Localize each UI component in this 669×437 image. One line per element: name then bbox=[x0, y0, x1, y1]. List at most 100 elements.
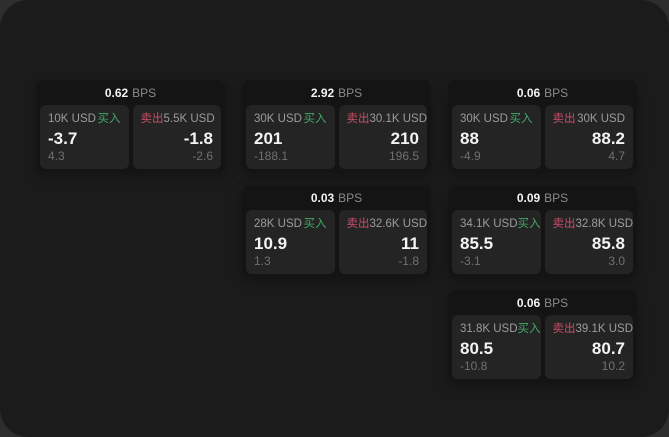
card-header: 0.09 BPS bbox=[448, 185, 637, 210]
buy-panel-top-row: 30K USD 买入 bbox=[254, 112, 327, 126]
card-header: 0.62 BPS bbox=[36, 80, 225, 105]
bps-value: 0.09 bbox=[516, 190, 541, 205]
sell-label: 卖出 bbox=[552, 218, 576, 230]
bps-unit-label: BPS bbox=[544, 295, 569, 310]
card-body: 28K USD 买入 10.9 1.3 卖出 32.6K USD 11 -1.8 bbox=[242, 210, 431, 278]
quote-card-grid: 0.62 BPS 10K USD 买入 -3.7 4.3 卖出 5.5K USD… bbox=[36, 80, 637, 381]
sell-panel[interactable]: 卖出 32.6K USD 11 -1.8 bbox=[338, 210, 428, 274]
card-body: 31.8K USD 买入 80.5 -10.8 卖出 39.1K USD 80.… bbox=[448, 315, 637, 383]
sell-size: 5.5K USD bbox=[163, 113, 215, 125]
bps-unit-label: BPS bbox=[338, 85, 363, 100]
sell-delta: -1.8 bbox=[398, 254, 419, 268]
quote-card: 0.09 BPS 34.1K USD 买入 85.5 -3.1 卖出 32.8K… bbox=[448, 185, 637, 276]
card-header: 0.06 BPS bbox=[448, 80, 637, 105]
sell-size: 30.1K USD bbox=[369, 113, 428, 125]
buy-panel[interactable]: 30K USD 买入 88 -4.9 bbox=[452, 105, 541, 169]
buy-label: 买入 bbox=[509, 113, 533, 125]
bps-value: 0.03 bbox=[310, 190, 335, 205]
buy-delta: -4.9 bbox=[460, 149, 481, 163]
bps-unit-label: BPS bbox=[132, 85, 157, 100]
sell-price: 11 bbox=[401, 234, 419, 253]
sell-panel-top-row: 卖出 39.1K USD bbox=[552, 322, 634, 336]
sell-panel[interactable]: 卖出 32.8K USD 85.8 3.0 bbox=[544, 210, 634, 274]
bps-value: 0.06 bbox=[516, 295, 541, 310]
sell-size: 32.8K USD bbox=[575, 218, 634, 230]
sell-price: -1.8 bbox=[183, 129, 213, 148]
quote-card: 0.03 BPS 28K USD 买入 10.9 1.3 卖出 32.6K US… bbox=[242, 185, 431, 276]
buy-size: 34.1K USD bbox=[460, 218, 518, 230]
sell-price: 85.8 bbox=[591, 234, 625, 253]
sell-size: 30K USD bbox=[577, 113, 625, 125]
buy-delta: -3.1 bbox=[460, 254, 481, 268]
quote-card: 0.06 BPS 31.8K USD 买入 80.5 -10.8 卖出 39.1… bbox=[448, 290, 637, 381]
sell-label: 卖出 bbox=[346, 218, 370, 230]
card-header: 2.92 BPS bbox=[242, 80, 431, 105]
sell-panel[interactable]: 卖出 39.1K USD 80.7 10.2 bbox=[544, 315, 634, 379]
buy-size: 31.8K USD bbox=[460, 323, 518, 335]
sell-panel[interactable]: 卖出 30K USD 88.2 4.7 bbox=[544, 105, 633, 169]
buy-price: 80.5 bbox=[460, 339, 494, 358]
sell-panel-top-row: 卖出 30K USD bbox=[553, 112, 626, 126]
buy-label: 买入 bbox=[517, 218, 541, 230]
bps-value: 0.06 bbox=[516, 85, 541, 100]
quote-card: 0.06 BPS 30K USD 买入 88 -4.9 卖出 30K USD 8… bbox=[448, 80, 637, 171]
sell-price: 88.2 bbox=[591, 129, 625, 148]
buy-panel-top-row: 31.8K USD 买入 bbox=[460, 322, 541, 336]
sell-price: 210 bbox=[390, 129, 419, 148]
sell-delta: 10.2 bbox=[601, 359, 625, 373]
buy-panel[interactable]: 28K USD 买入 10.9 1.3 bbox=[246, 210, 335, 274]
sell-delta: 4.7 bbox=[608, 149, 625, 163]
sell-panel-top-row: 卖出 32.6K USD bbox=[346, 217, 428, 231]
sell-size: 39.1K USD bbox=[575, 323, 634, 335]
buy-size: 28K USD bbox=[254, 218, 302, 230]
card-header: 0.03 BPS bbox=[242, 185, 431, 210]
card-header: 0.06 BPS bbox=[448, 290, 637, 315]
buy-size: 10K USD bbox=[48, 113, 96, 125]
buy-label: 买入 bbox=[517, 323, 541, 335]
buy-label: 买入 bbox=[303, 218, 327, 230]
buy-panel[interactable]: 31.8K USD 买入 80.5 -10.8 bbox=[452, 315, 541, 379]
card-body: 30K USD 买入 201 -188.1 卖出 30.1K USD 210 1… bbox=[242, 105, 431, 173]
bps-value: 2.92 bbox=[310, 85, 335, 100]
sell-delta: 196.5 bbox=[388, 149, 419, 163]
sell-panel[interactable]: 卖出 30.1K USD 210 196.5 bbox=[338, 105, 428, 169]
buy-label: 买入 bbox=[97, 113, 121, 125]
buy-price: -3.7 bbox=[48, 129, 78, 148]
bps-unit-label: BPS bbox=[544, 85, 569, 100]
buy-panel-top-row: 34.1K USD 买入 bbox=[460, 217, 541, 231]
sell-label: 卖出 bbox=[140, 113, 164, 125]
buy-size: 30K USD bbox=[254, 113, 302, 125]
sell-price: 80.7 bbox=[591, 339, 625, 358]
sell-label: 卖出 bbox=[552, 323, 576, 335]
bps-unit-label: BPS bbox=[544, 190, 569, 205]
sell-panel-top-row: 卖出 32.8K USD bbox=[552, 217, 634, 231]
bps-unit-label: BPS bbox=[338, 190, 363, 205]
sell-panel[interactable]: 卖出 5.5K USD -1.8 -2.6 bbox=[132, 105, 221, 169]
bps-value: 0.62 bbox=[104, 85, 129, 100]
buy-price: 88 bbox=[460, 129, 479, 148]
quote-card: 2.92 BPS 30K USD 买入 201 -188.1 卖出 30.1K … bbox=[242, 80, 431, 171]
buy-price: 85.5 bbox=[460, 234, 494, 253]
buy-delta: -188.1 bbox=[254, 149, 289, 163]
buy-price: 201 bbox=[254, 129, 283, 148]
buy-panel[interactable]: 10K USD 买入 -3.7 4.3 bbox=[40, 105, 129, 169]
buy-panel[interactable]: 30K USD 买入 201 -188.1 bbox=[246, 105, 335, 169]
buy-panel-top-row: 30K USD 买入 bbox=[460, 112, 533, 126]
sell-panel-top-row: 卖出 30.1K USD bbox=[346, 112, 428, 126]
sell-label: 卖出 bbox=[346, 113, 370, 125]
sell-label: 卖出 bbox=[552, 113, 576, 125]
buy-size: 30K USD bbox=[460, 113, 508, 125]
buy-price: 10.9 bbox=[254, 234, 288, 253]
buy-panel-top-row: 10K USD 买入 bbox=[48, 112, 121, 126]
buy-panel[interactable]: 34.1K USD 买入 85.5 -3.1 bbox=[452, 210, 541, 274]
buy-delta: 1.3 bbox=[254, 254, 271, 268]
buy-panel-top-row: 28K USD 买入 bbox=[254, 217, 327, 231]
sell-panel-top-row: 卖出 5.5K USD bbox=[140, 112, 215, 126]
card-body: 10K USD 买入 -3.7 4.3 卖出 5.5K USD -1.8 -2.… bbox=[36, 105, 225, 173]
buy-delta: -10.8 bbox=[460, 359, 488, 373]
buy-delta: 4.3 bbox=[48, 149, 65, 163]
sell-delta: -2.6 bbox=[192, 149, 213, 163]
buy-label: 买入 bbox=[303, 113, 327, 125]
sell-size: 32.6K USD bbox=[369, 218, 428, 230]
sell-delta: 3.0 bbox=[608, 254, 625, 268]
